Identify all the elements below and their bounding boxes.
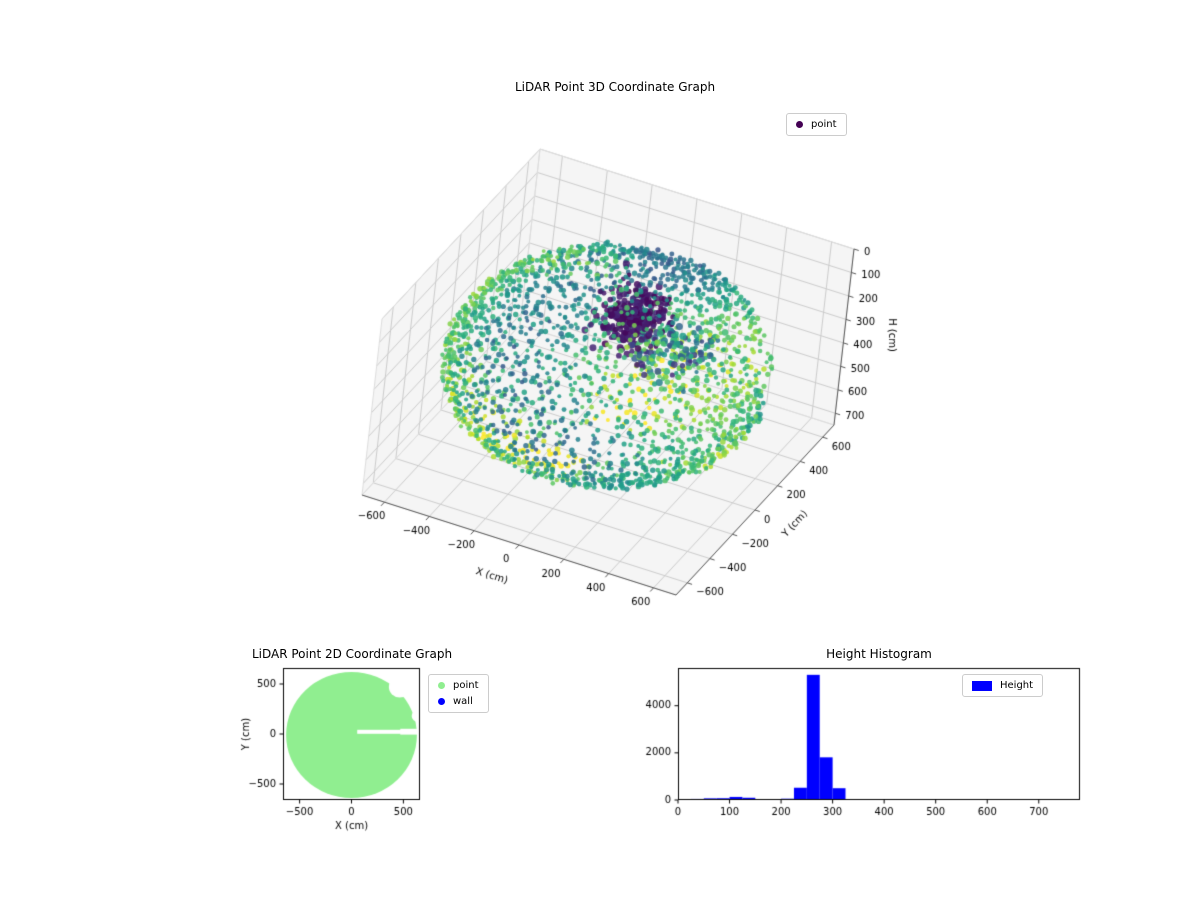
plot3d-title: LiDAR Point 3D Coordinate Graph xyxy=(514,80,716,94)
height-patch-icon xyxy=(972,680,992,691)
legend-item-point-2d: point xyxy=(438,679,479,692)
legend-item-wall-2d: wall xyxy=(438,695,479,708)
point-marker-icon xyxy=(438,682,445,689)
plot2d-title: LiDAR Point 2D Coordinate Graph xyxy=(251,647,453,661)
legend-label-wall-2d: wall xyxy=(453,696,473,707)
point-marker-icon xyxy=(796,121,803,128)
plot3d-legend: point xyxy=(786,113,847,136)
legend-item-point-3d: point xyxy=(796,118,837,131)
histogram-title: Height Histogram xyxy=(826,647,932,661)
histogram-legend: Height xyxy=(962,674,1044,697)
legend-label-point-3d: point xyxy=(811,119,837,130)
legend-item-height: Height xyxy=(972,679,1033,692)
legend-label-point-2d: point xyxy=(453,680,479,691)
wall-marker-icon xyxy=(438,698,445,705)
plot2d-legend: point wall xyxy=(428,674,489,713)
legend-label-height: Height xyxy=(1000,680,1034,691)
